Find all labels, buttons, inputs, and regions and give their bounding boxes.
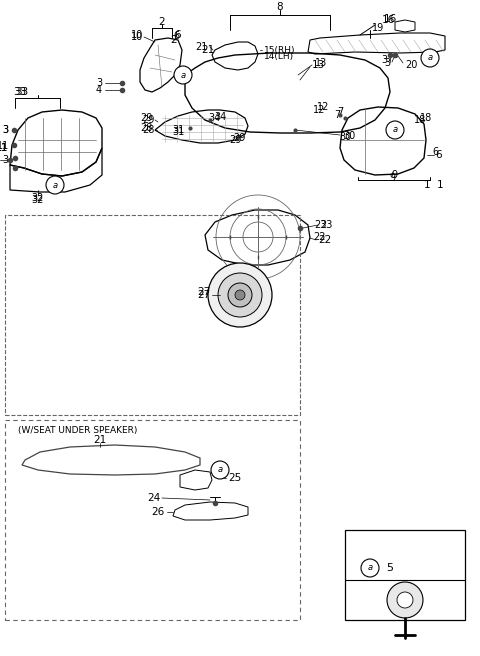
Text: 23: 23 bbox=[320, 220, 332, 230]
Text: 21: 21 bbox=[196, 42, 208, 52]
Text: a: a bbox=[52, 180, 58, 190]
Text: 3: 3 bbox=[2, 125, 8, 135]
Text: 3: 3 bbox=[2, 125, 8, 135]
Text: 33: 33 bbox=[15, 87, 29, 97]
Circle shape bbox=[235, 290, 245, 300]
Circle shape bbox=[387, 582, 423, 618]
Text: 16: 16 bbox=[382, 15, 395, 25]
Text: a: a bbox=[393, 125, 397, 134]
Text: 10: 10 bbox=[131, 30, 143, 40]
Text: 31: 31 bbox=[173, 127, 185, 137]
Text: (W/SEAT UNDER SPEAKER): (W/SEAT UNDER SPEAKER) bbox=[18, 426, 137, 434]
Text: 21: 21 bbox=[94, 435, 107, 445]
Circle shape bbox=[361, 559, 379, 577]
Text: 27: 27 bbox=[197, 287, 210, 297]
Text: 28: 28 bbox=[141, 123, 153, 133]
Text: 22: 22 bbox=[314, 232, 326, 242]
Text: a: a bbox=[217, 466, 223, 474]
Text: 24: 24 bbox=[147, 493, 160, 503]
Text: 3: 3 bbox=[384, 58, 390, 68]
Text: 13: 13 bbox=[312, 60, 325, 70]
Text: 34: 34 bbox=[214, 112, 226, 122]
Text: 7: 7 bbox=[337, 107, 343, 117]
Circle shape bbox=[421, 49, 439, 67]
Text: 19: 19 bbox=[372, 23, 384, 33]
Text: 3: 3 bbox=[2, 155, 8, 165]
Text: 1: 1 bbox=[423, 180, 430, 190]
Text: 34: 34 bbox=[208, 113, 220, 123]
Text: 1: 1 bbox=[437, 180, 444, 190]
Text: 6: 6 bbox=[173, 31, 179, 41]
Text: 29: 29 bbox=[143, 115, 155, 125]
Text: 2: 2 bbox=[159, 17, 165, 27]
Text: 18: 18 bbox=[414, 115, 426, 125]
Text: 30: 30 bbox=[343, 131, 355, 141]
Text: 6: 6 bbox=[435, 150, 442, 160]
Text: 13: 13 bbox=[315, 58, 327, 68]
Text: 29: 29 bbox=[229, 135, 241, 145]
Text: 32: 32 bbox=[32, 193, 44, 203]
Text: 5: 5 bbox=[386, 563, 394, 573]
Text: 10: 10 bbox=[131, 32, 143, 42]
Text: 8: 8 bbox=[276, 2, 283, 12]
Text: 11: 11 bbox=[0, 141, 9, 151]
Text: 9: 9 bbox=[389, 173, 395, 183]
Text: 33: 33 bbox=[13, 87, 26, 97]
Text: 12: 12 bbox=[317, 102, 329, 112]
Text: 9: 9 bbox=[391, 170, 397, 180]
Circle shape bbox=[386, 121, 404, 139]
Text: 18: 18 bbox=[420, 113, 432, 123]
Text: 3: 3 bbox=[381, 55, 387, 65]
Text: 21: 21 bbox=[202, 45, 215, 55]
Text: 30: 30 bbox=[339, 132, 351, 142]
Circle shape bbox=[397, 592, 413, 608]
Text: 15(RH): 15(RH) bbox=[264, 45, 296, 54]
Text: 11: 11 bbox=[0, 143, 8, 153]
Text: 29: 29 bbox=[141, 113, 153, 123]
Circle shape bbox=[218, 273, 262, 317]
Text: 29: 29 bbox=[233, 133, 245, 143]
Text: 4: 4 bbox=[96, 85, 102, 95]
Text: 25: 25 bbox=[228, 473, 241, 483]
Text: 6: 6 bbox=[175, 30, 181, 40]
Text: 11: 11 bbox=[0, 143, 8, 153]
Circle shape bbox=[228, 283, 252, 307]
Text: 27: 27 bbox=[197, 290, 210, 300]
Text: 20: 20 bbox=[405, 60, 418, 70]
Bar bbox=[5, 420, 300, 620]
Text: 23: 23 bbox=[314, 220, 326, 230]
Text: a: a bbox=[427, 54, 432, 62]
Text: 28: 28 bbox=[143, 125, 155, 135]
Text: a: a bbox=[367, 564, 372, 573]
Text: 6: 6 bbox=[432, 147, 438, 157]
Circle shape bbox=[46, 176, 64, 194]
Text: 2: 2 bbox=[171, 35, 177, 45]
Text: 12: 12 bbox=[312, 105, 325, 115]
Text: 14(LH): 14(LH) bbox=[264, 52, 294, 62]
Text: 3: 3 bbox=[96, 78, 102, 88]
Circle shape bbox=[174, 66, 192, 84]
Circle shape bbox=[211, 461, 229, 479]
Circle shape bbox=[208, 263, 272, 327]
Text: 26: 26 bbox=[152, 507, 165, 517]
Bar bbox=[345, 530, 465, 620]
Text: 31: 31 bbox=[173, 125, 185, 135]
Text: a: a bbox=[180, 70, 186, 79]
Text: 32: 32 bbox=[31, 195, 43, 205]
Text: 7: 7 bbox=[334, 110, 340, 120]
Text: 16: 16 bbox=[384, 14, 396, 24]
Text: 22: 22 bbox=[318, 235, 331, 245]
